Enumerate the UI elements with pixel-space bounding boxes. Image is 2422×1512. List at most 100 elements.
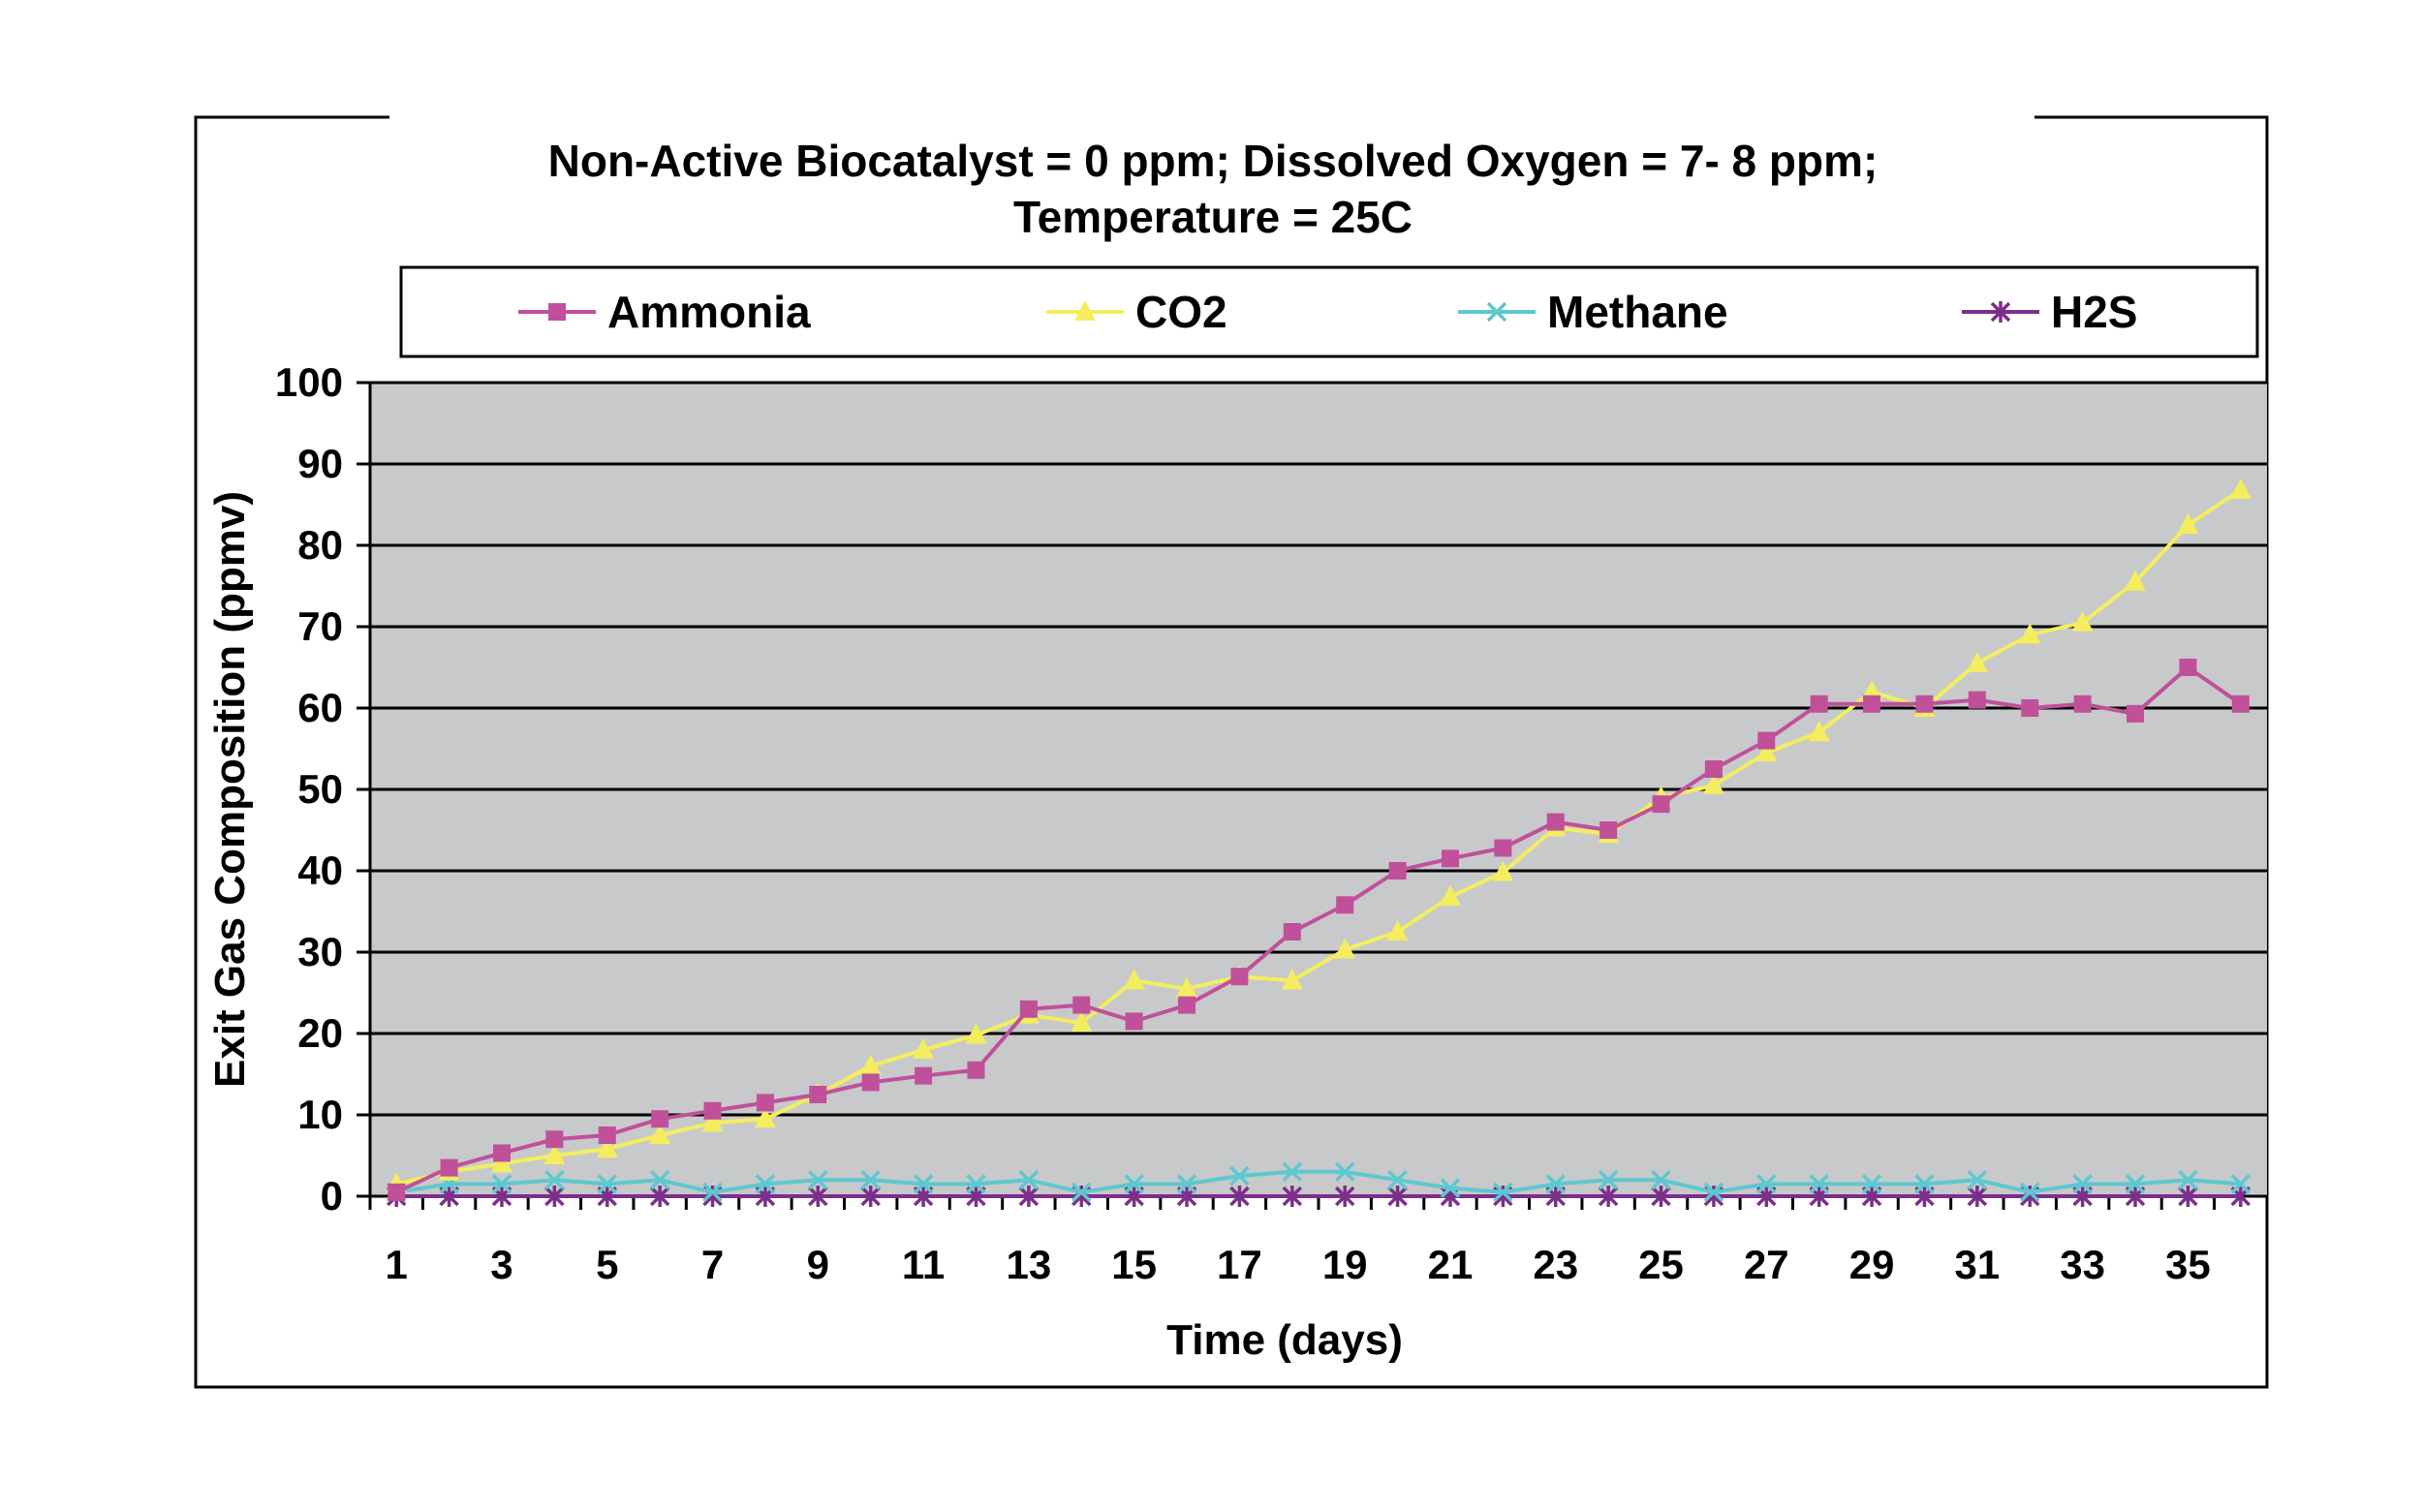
data-point-ammonia (651, 1110, 669, 1128)
data-point-methane (755, 1174, 776, 1194)
data-point-methane (1809, 1174, 1829, 1194)
legend-item-ammonia: Ammonia (518, 287, 811, 337)
data-point-ammonia (440, 1158, 458, 1177)
y-axis-label: Exit Gas Composition (ppmv) (206, 491, 254, 1088)
data-point-methane (1282, 1161, 1303, 1183)
x-axis-label: Time (days) (1166, 1316, 1403, 1364)
series-line-ammonia (395, 665, 2242, 1194)
data-point-methane (1651, 1169, 1671, 1190)
y-tick-label: 20 (297, 1010, 343, 1056)
y-tick-labels: 0 10 20 30 40 50 60 70 80 90 100 (275, 359, 343, 1219)
legend-item-co2: CO2 (1046, 287, 1227, 337)
data-point-ammonia (388, 1183, 406, 1201)
data-point-co2 (2019, 623, 2041, 644)
data-point-methane (1229, 1165, 1250, 1187)
data-point-h2s (1229, 1186, 1250, 1207)
legend-label: Methane (1547, 287, 1728, 337)
data-point-methane (1124, 1174, 1144, 1194)
data-point-h2s (1967, 1186, 1988, 1207)
data-point-ammonia (2021, 699, 2039, 717)
series-line-methane (395, 1169, 2241, 1194)
x-tick-label: 19 (1322, 1242, 1368, 1287)
data-point-methane (1387, 1169, 1408, 1190)
data-point-co2 (754, 1107, 776, 1128)
data-point-co2 (1702, 773, 1724, 794)
data-point-ammonia (1915, 694, 1934, 713)
data-point-methane (597, 1174, 617, 1194)
data-point-ammonia (1178, 996, 1196, 1014)
data-point-ammonia (2179, 659, 2197, 676)
data-point-methane (491, 1174, 512, 1194)
data-point-methane (1861, 1174, 1882, 1194)
data-point-methane (1071, 1182, 1092, 1203)
data-point-co2 (1123, 969, 1145, 990)
series-layer (386, 478, 2251, 1207)
x-tick-label: 5 (596, 1242, 618, 1287)
data-point-ammonia (1125, 1012, 1143, 1031)
data-point-methane (966, 1174, 986, 1194)
x-tick-label: 17 (1217, 1242, 1262, 1287)
data-point-co2 (1176, 976, 1198, 998)
data-point-ammonia (2127, 704, 2145, 723)
x-tick-label: 33 (2060, 1242, 2105, 1287)
data-point-ammonia (1599, 821, 1618, 839)
legend-label: H2S (2051, 287, 2137, 337)
data-point-ammonia (1072, 996, 1091, 1014)
data-point-co2 (1755, 741, 1778, 762)
y-tick-label: 0 (321, 1173, 343, 1219)
legend-marker (1486, 301, 1507, 323)
data-point-co2 (649, 1124, 671, 1144)
data-point-ammonia (1388, 862, 1407, 879)
data-point-ammonia (1704, 760, 1723, 778)
data-point-methane (2230, 1174, 2251, 1194)
legend-label: Ammonia (607, 287, 811, 337)
x-tick-label: 9 (807, 1242, 829, 1287)
legend-marker (1990, 301, 2011, 323)
x-tick-label: 1 (386, 1242, 408, 1287)
data-point-co2 (1386, 920, 1409, 941)
data-point-ammonia (1441, 849, 1459, 868)
x-tick-labels: 1 3 5 7 9 11 13 15 17 19 21 23 25 27 29 31 33 35 (386, 1242, 2211, 1287)
data-point-co2 (2177, 513, 2199, 534)
data-point-methane (1967, 1169, 1988, 1190)
data-point-ammonia (1230, 968, 1249, 986)
data-point-methane (1018, 1169, 1040, 1190)
chart-title-line-2: Temperature = 25C (1013, 192, 1413, 242)
data-point-ammonia (809, 1086, 827, 1103)
data-point-co2 (1966, 651, 1988, 672)
data-point-ammonia (915, 1066, 933, 1085)
data-point-ammonia (1336, 896, 1354, 914)
data-point-methane (1598, 1169, 1619, 1190)
x-tick-label: 23 (1533, 1242, 1578, 1287)
y-tick-label: 90 (297, 441, 343, 486)
data-point-co2 (1808, 721, 1830, 742)
data-point-co2 (859, 1054, 882, 1075)
series-methane (386, 1161, 2251, 1203)
data-point-methane (702, 1182, 723, 1203)
legend-box (399, 265, 2259, 358)
data-point-methane (1440, 1178, 1461, 1198)
data-point-ammonia (1019, 1000, 1038, 1018)
data-point-methane (2072, 1174, 2093, 1194)
data-point-methane (1545, 1174, 1566, 1194)
data-point-co2 (1071, 1011, 1093, 1033)
y-tick-label: 100 (275, 359, 343, 405)
data-point-methane (1176, 1174, 1197, 1194)
series-line-co2 (395, 488, 2242, 1187)
data-point-methane (913, 1174, 934, 1194)
data-point-h2s (2178, 1186, 2198, 1207)
data-point-methane (1703, 1182, 1724, 1203)
x-tick-label: 35 (2165, 1242, 2211, 1287)
data-point-ammonia (1863, 694, 1881, 713)
x-tick-label: 21 (1428, 1242, 1474, 1287)
series-ammonia (388, 659, 2250, 1201)
data-point-ammonia (598, 1126, 616, 1144)
data-point-ammonia (756, 1094, 774, 1112)
y-tick-label: 10 (297, 1092, 343, 1137)
data-point-ammonia (2231, 694, 2250, 713)
data-point-methane (2125, 1174, 2146, 1194)
data-point-h2s (1282, 1186, 1303, 1207)
x-tick-label: 29 (1849, 1242, 1895, 1287)
data-point-methane (649, 1169, 670, 1190)
